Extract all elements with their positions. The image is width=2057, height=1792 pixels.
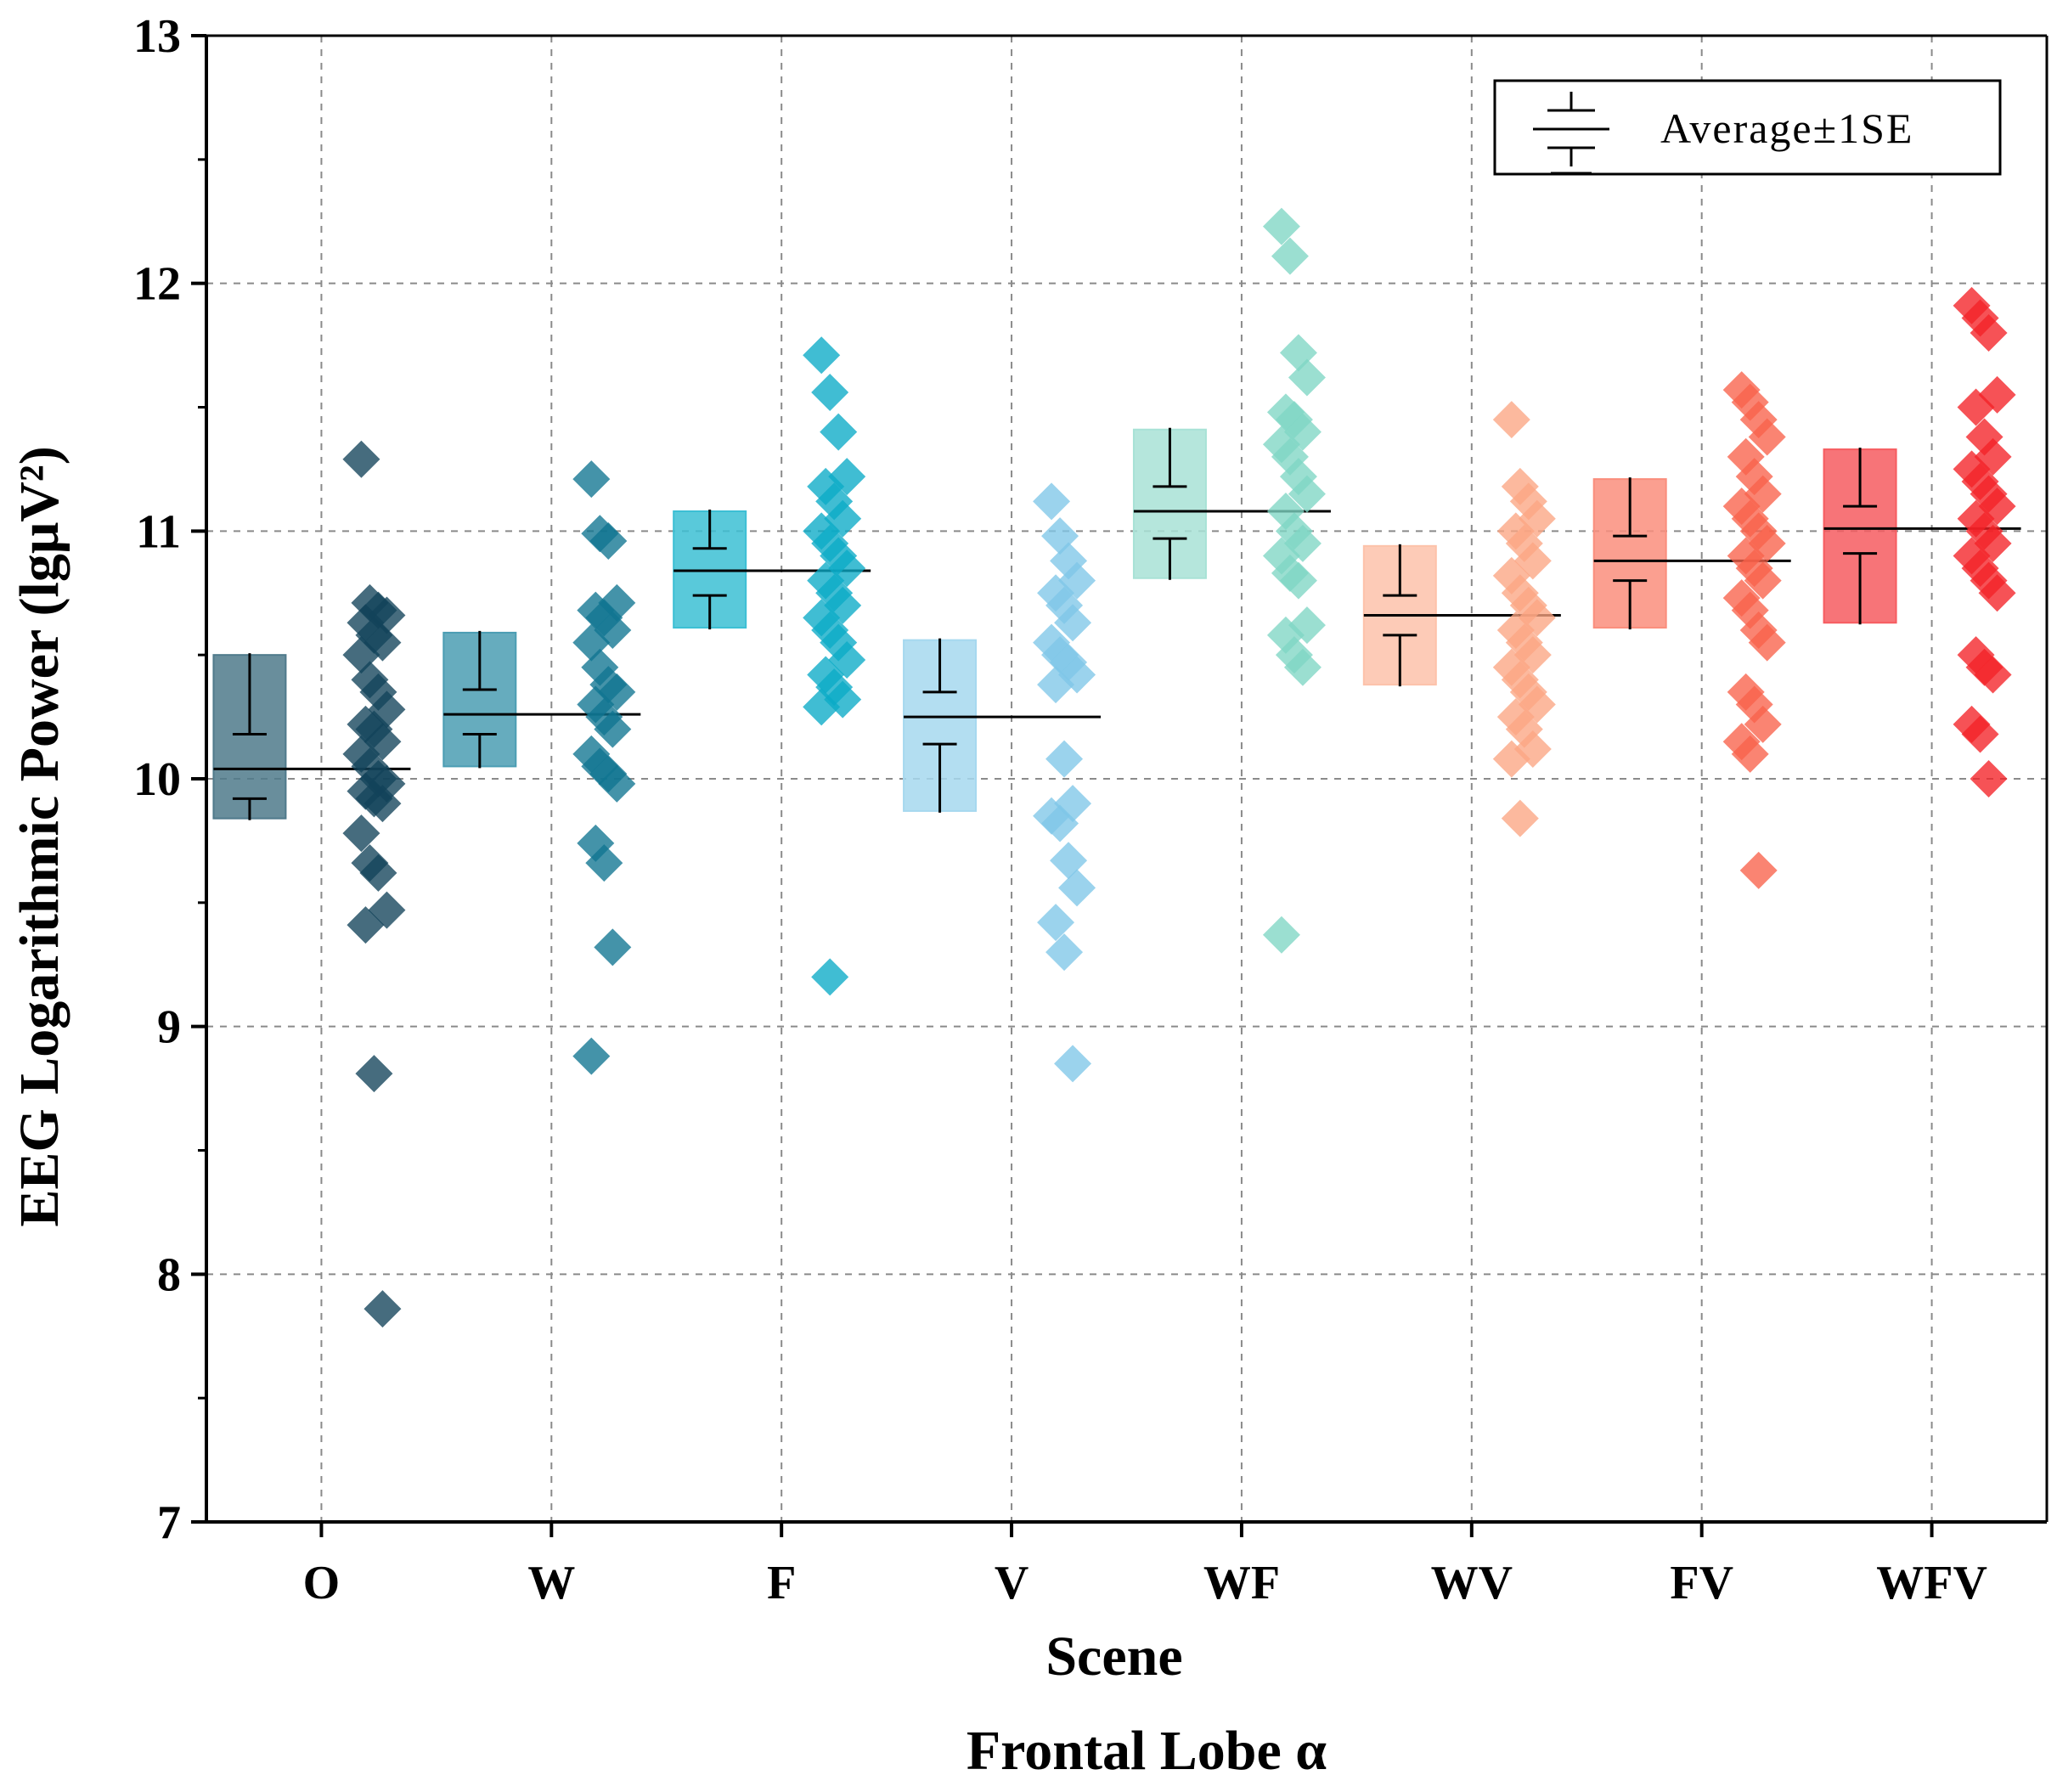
point-O-26	[355, 1055, 393, 1093]
point-WF-3	[1288, 358, 1326, 397]
point-WFV-23	[1970, 760, 2008, 797]
point-O-23	[359, 854, 397, 892]
point-F-1	[811, 374, 849, 411]
x-tick-label-F: F	[767, 1557, 796, 1609]
point-WF-0	[1262, 207, 1300, 245]
point-W-0	[572, 460, 611, 499]
point-F-22	[811, 958, 849, 996]
point-O-25	[347, 906, 385, 944]
point-WV-21	[1492, 740, 1530, 778]
point-V-0	[1033, 482, 1071, 521]
point-O-20	[363, 785, 402, 823]
legend-se-icon	[1533, 92, 1609, 175]
point-WF-16	[1279, 561, 1317, 600]
point-WF-10	[1288, 475, 1326, 513]
point-W-19	[585, 844, 623, 882]
grid-lines	[206, 36, 2047, 1522]
point-FV-3	[1748, 418, 1786, 456]
point-V-17	[1058, 869, 1096, 907]
x-tick-label-V: V	[995, 1557, 1028, 1609]
y-tick-label-8: 8	[157, 1248, 181, 1301]
point-WF-1	[1271, 237, 1309, 275]
point-WF-6	[1283, 413, 1322, 451]
point-WV-22	[1501, 799, 1539, 837]
point-WFV-17	[1978, 574, 2016, 612]
y-tick-label-12: 12	[133, 258, 181, 311]
boxes-layer	[212, 427, 2021, 820]
y-tick-label-11: 11	[136, 505, 181, 558]
point-FV-20	[1744, 705, 1782, 743]
legend: Average±1SE	[1493, 79, 2002, 176]
point-W-2	[589, 522, 628, 560]
point-O-21	[342, 814, 380, 853]
point-W-20	[594, 928, 632, 966]
point-V-16	[1050, 842, 1088, 880]
legend-box	[1493, 79, 2002, 176]
point-O-27	[363, 1290, 402, 1328]
point-F-2	[820, 413, 858, 451]
x-tick-label-WV: WV	[1431, 1557, 1513, 1609]
point-FV-13	[1744, 561, 1782, 600]
point-V-6	[1054, 604, 1092, 642]
point-V-15	[1041, 804, 1079, 842]
point-FV-22	[1731, 735, 1769, 773]
x-axis-title: Scene	[1045, 1626, 1182, 1688]
y-tick-label-9: 9	[157, 1001, 181, 1054]
y-tick-label-7: 7	[157, 1496, 181, 1549]
chart-title: Frontal Lobe α	[967, 1720, 1327, 1782]
point-WFV-20	[1974, 656, 2012, 694]
point-V-11	[1037, 666, 1075, 704]
point-FV-23	[1739, 851, 1778, 889]
x-tick-label-FV: FV	[1670, 1557, 1733, 1609]
point-WF-21	[1262, 916, 1300, 954]
point-W-13	[594, 710, 632, 748]
point-FV-17	[1748, 623, 1786, 662]
point-WFV-22	[1961, 715, 1999, 753]
x-tick-label-WF: WF	[1203, 1557, 1280, 1609]
point-WFV-4	[1957, 388, 1995, 426]
point-O-0	[342, 440, 380, 478]
point-W-17	[598, 764, 636, 803]
legend-label: Average±1SE	[1660, 104, 1913, 152]
points-layer	[342, 207, 2016, 1328]
point-WV-0	[1492, 401, 1530, 439]
x-tick-label-O: O	[303, 1557, 341, 1609]
point-V-19	[1045, 933, 1084, 972]
point-F-0	[803, 336, 841, 375]
y-axis-title: EEG Logarithmic Power (lgμV²)	[8, 446, 70, 1226]
point-WFV-2	[1970, 314, 2008, 352]
y-tick-label-13: 13	[133, 10, 181, 63]
point-WF-20	[1283, 648, 1322, 686]
point-V-18	[1037, 904, 1075, 942]
point-W-21	[572, 1037, 611, 1075]
x-tick-label-WFV: WFV	[1876, 1557, 1987, 1609]
y-tick-label-10: 10	[133, 753, 181, 806]
point-F-21	[803, 688, 841, 726]
point-V-20	[1054, 1045, 1092, 1083]
point-V-12	[1045, 740, 1084, 778]
x-tick-label-W: W	[527, 1557, 575, 1609]
